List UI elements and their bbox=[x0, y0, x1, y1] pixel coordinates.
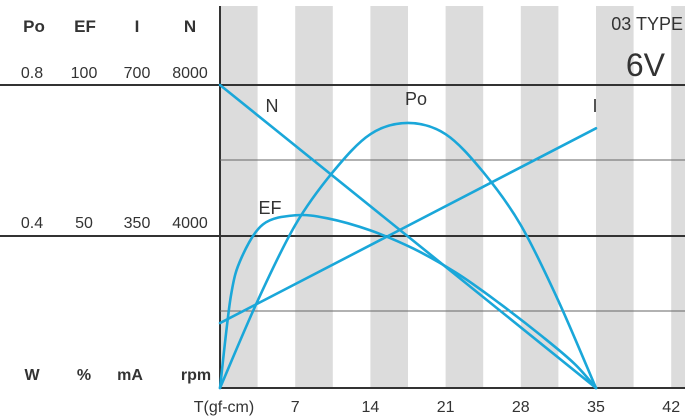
unit-w: W bbox=[24, 367, 40, 384]
stripe bbox=[671, 6, 685, 388]
n-tick-mid: 4000 bbox=[172, 215, 208, 232]
x-axis-label: T(gf-cm) bbox=[194, 399, 254, 416]
series-layer bbox=[218, 83, 598, 390]
series-line-i bbox=[218, 126, 598, 325]
po-tick-mid: 0.4 bbox=[21, 215, 43, 232]
x-tick-label: 21 bbox=[437, 399, 455, 416]
voltage-label: 6V bbox=[626, 47, 666, 83]
unit-percent: % bbox=[77, 367, 91, 384]
po-tick-high: 0.8 bbox=[21, 65, 43, 82]
series-label-po: Po bbox=[405, 89, 427, 109]
x-tick-label: 28 bbox=[512, 399, 530, 416]
ef-tick-high: 100 bbox=[71, 65, 98, 82]
ef-tick-mid: 50 bbox=[75, 215, 93, 232]
i-tick-mid: 350 bbox=[124, 215, 151, 232]
series-line-n bbox=[218, 83, 598, 390]
x-tick-label: 7 bbox=[291, 399, 300, 416]
x-tick-label: 35 bbox=[587, 399, 605, 416]
x-tick-label: 42 bbox=[662, 399, 680, 416]
series-label-i: I bbox=[592, 96, 597, 116]
series-label-n: N bbox=[266, 96, 279, 116]
stripe bbox=[596, 6, 634, 388]
axis-header-i: I bbox=[135, 17, 140, 36]
i-tick-high: 700 bbox=[124, 65, 151, 82]
model-type-label: 03 TYPE bbox=[611, 14, 683, 34]
unit-ma: mA bbox=[117, 367, 143, 384]
x-tick-labels: 7 14 21 28 35 42 bbox=[291, 399, 680, 416]
series-line-po bbox=[218, 121, 598, 390]
axis-header-n: N bbox=[184, 17, 196, 36]
background-stripes bbox=[220, 6, 685, 388]
axis-header-po: Po bbox=[23, 17, 45, 36]
n-tick-high: 8000 bbox=[172, 65, 208, 82]
stripe bbox=[370, 6, 408, 388]
x-tick-label: 14 bbox=[362, 399, 380, 416]
series-label-ef: EF bbox=[258, 198, 281, 218]
axis-header-ef: EF bbox=[74, 17, 96, 36]
unit-rpm: rpm bbox=[181, 367, 211, 384]
series-line-ef bbox=[218, 213, 598, 390]
